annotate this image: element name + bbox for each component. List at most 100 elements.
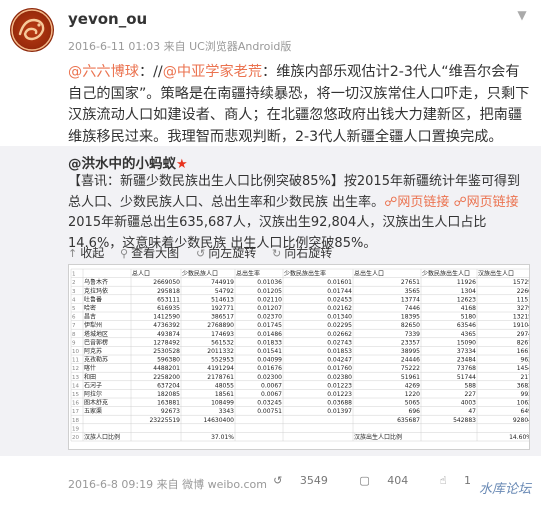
repost-button[interactable]: ↺ 3549 [273,474,328,487]
row-number: 2 [72,280,76,286]
avatar[interactable] [10,8,54,52]
table-cell: 4191294 [207,365,234,372]
table-cell: 0.0067 [261,391,282,398]
row-number: 11 [72,358,79,364]
table-cell: 962 [521,357,530,364]
table-cell: 1220 [405,391,420,398]
table-cell: 0.01207 [257,305,282,312]
row-number: 4 [72,297,76,303]
table-cell: 5065 [405,400,420,407]
table-cell: 542883 [453,417,476,424]
table-cell: 51961 [401,374,420,381]
repost-icon: ↺ [273,474,283,487]
image-toolbar: ↑ 收起 ⚲ 查看大图 ↺ 向左旋转 ↻ 向右旋转 [68,244,530,262]
table-header-cell: 总出生人口 [354,270,384,278]
collapse-button[interactable]: ↑ 收起 [68,246,105,260]
row-number: 5 [72,306,76,312]
table-cell: 伊犁州 [84,321,102,329]
row-number: 15 [72,392,79,398]
table-cell: 0.03245 [257,400,282,407]
star-icon: ★ [176,157,188,172]
watermark: 水库论坛 [478,482,531,497]
rotate-left-button[interactable]: ↺ 向左旋转 [196,246,257,260]
username[interactable]: yevon_ou [68,10,148,28]
row-number: 20 [72,435,79,441]
table-cell: 0.01340 [327,314,352,321]
table-cell: 2178761 [207,374,234,381]
table-cell: 993 [521,391,530,398]
table-cell: 7446 [405,305,420,312]
table-cell: 0.01205 [257,288,282,295]
table-cell: 0.02380 [327,374,352,381]
avatar-image-icon [11,9,53,51]
table-cell: 0.01833 [257,339,282,346]
post-stats: ↺ 3549 ▢ 404 ☝ 1 [245,474,471,487]
mention-link[interactable]: @中亚学家老荒 [162,64,263,80]
row-number: 16 [72,401,79,407]
table-cell: 73768 [457,365,476,372]
table-header-cell: 汉族出生人口 [478,270,514,278]
table-cell: 92804 [513,417,530,424]
row-number: 3 [72,289,76,295]
table-cell: 0.01853 [327,348,352,355]
web-link[interactable]: ☍网页链接 [384,194,450,210]
table-cell: 0.04247 [327,357,352,364]
table-cell: 3343 [219,408,234,415]
separator: ：// [138,64,163,80]
table-cell: 23357 [401,339,420,346]
table-cell: 0.02370 [257,314,282,321]
table-cell: 744919 [211,279,234,286]
table-cell: 汉族人口比例 [84,433,120,441]
table-cell: 阿克苏 [84,347,102,355]
comment-button[interactable]: ▢ 404 [359,474,409,487]
table-cell: 514613 [211,296,234,303]
table-cell: 7339 [405,331,420,338]
row-number: 1 [72,272,76,278]
table-cell: 0.02453 [327,296,352,303]
table-cell: 637204 [157,382,180,389]
table-header-cell: 少数民族出生人口 [422,270,470,278]
table-cell: 3682 [517,382,530,389]
like-button[interactable]: ☝ 1 [439,474,471,487]
table-cell: 4365 [461,331,476,338]
table-cell: 图木舒克 [84,399,108,407]
table-cell: 0.00751 [257,408,282,415]
chevron-down-icon[interactable]: ▼ [517,8,527,22]
like-icon: ☝ [439,474,447,487]
table-cell: 2530528 [153,348,180,355]
table-cell: 2768890 [207,322,234,329]
table-cell: 696 [409,408,421,415]
table-cell: 2258200 [153,374,180,381]
table-cell: 18395 [401,314,420,321]
table-cell: 0.02162 [327,305,352,312]
table-cell: 五家渠 [84,407,102,415]
table-cell: 巴音郭楞 [84,338,108,346]
table-cell: 0.02295 [327,322,352,329]
table-cell: 3279 [517,305,530,312]
row-number: 17 [72,409,79,415]
table-cell: 47 [468,408,476,415]
row-number: 18 [72,418,79,424]
post-header: yevon_ou 2016-6-11 01:03 来自 UC浏览器Android… [0,0,541,58]
row-number: 9 [72,340,76,346]
table-cell: 163881 [157,400,180,407]
table-cell: 阿拉尔 [84,390,102,398]
table-cell: 0.01760 [327,365,352,372]
spreadsheet-image[interactable]: 1 总人口 少数民族人口 总出生率 少数民族出生率 总出生人口 少数民族出生人口 汉族出生人口… [68,264,530,450]
table-cell: 0.03688 [327,400,352,407]
table-cell: 23225519 [149,417,180,424]
web-link[interactable]: ☍网页链接 [453,194,519,210]
mention-link[interactable]: @六六博球 [68,64,139,80]
table-cell: 37334 [457,348,476,355]
table-cell: 635687 [397,417,420,424]
table-cell: 48055 [215,382,234,389]
view-large-button[interactable]: ⚲ 查看大图 [120,246,180,260]
table-cell: 4488201 [153,365,180,372]
repost-author[interactable]: @洪水中的小蚂蚁★ [68,156,188,172]
table-header-cell: 总出生率 [236,270,260,278]
table-cell: 喀什 [84,364,96,372]
rotate-right-button[interactable]: ↻ 向右旋转 [272,246,333,260]
row-number: 14 [72,383,79,389]
post-meta: 2016-6-11 01:03 来自 UC浏览器Android版 [68,40,292,53]
